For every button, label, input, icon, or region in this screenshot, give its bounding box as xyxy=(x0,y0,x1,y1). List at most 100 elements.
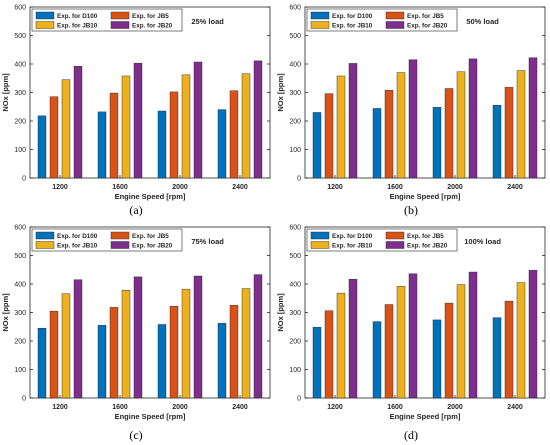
y-tick-label: 500 xyxy=(14,253,26,260)
x-axis-label: Engine Speed [rpm] xyxy=(390,412,461,421)
legend-label: Exp. for JB10 xyxy=(332,243,373,250)
y-tick-label: 500 xyxy=(289,33,301,40)
y-tick-label: 500 xyxy=(14,33,26,40)
bar xyxy=(109,307,119,399)
bar xyxy=(73,279,83,399)
legend-swatch xyxy=(385,231,405,240)
bar xyxy=(217,109,227,179)
bar xyxy=(157,324,167,399)
legend-box xyxy=(306,8,458,32)
x-tick-label: 1200 xyxy=(52,184,68,191)
x-tick-label: 2000 xyxy=(172,184,188,191)
legend-label: Exp. for D100 xyxy=(57,13,98,20)
bar xyxy=(456,71,466,179)
bar xyxy=(528,270,538,399)
bar xyxy=(408,59,418,179)
legend-box xyxy=(31,8,183,32)
bar xyxy=(133,276,143,399)
bar xyxy=(324,93,334,179)
bar xyxy=(408,273,418,399)
y-tick-label: 200 xyxy=(14,339,26,346)
x-tick-label: 1200 xyxy=(327,404,343,411)
bar xyxy=(49,310,59,399)
x-tick-label: 1600 xyxy=(112,184,128,191)
bar xyxy=(336,75,346,179)
chart-panel-a: 0 100 200 300 400 500 600 1200 1600 2000 2400 Engin… xyxy=(0,0,275,201)
y-axis-label: NOx [ppm] xyxy=(1,293,10,332)
bar xyxy=(61,293,71,399)
y-tick-label: 300 xyxy=(14,90,26,97)
y-tick-label: 200 xyxy=(14,119,26,126)
x-tick-label: 2400 xyxy=(232,404,248,411)
legend-label: Exp. for JB5 xyxy=(132,13,169,20)
bar xyxy=(241,73,251,179)
bar xyxy=(492,105,502,179)
x-tick-label: 2400 xyxy=(507,404,523,411)
chart-svg: 0 100 200 300 400 500 600 1200 1600 2000 2400 Engin… xyxy=(276,5,546,201)
legend-swatch xyxy=(35,21,55,29)
legend-label: Exp. for JB10 xyxy=(57,243,98,250)
y-tick-label: 100 xyxy=(14,367,26,374)
legend-label: Exp. for D100 xyxy=(332,13,373,20)
bar xyxy=(432,107,442,179)
legend-box xyxy=(31,228,183,252)
x-tick-label: 1200 xyxy=(327,184,343,191)
legend-label: Exp. for JB20 xyxy=(407,23,448,30)
bar xyxy=(181,288,191,399)
legend-label: Exp. for JB5 xyxy=(132,233,169,240)
legend-swatch xyxy=(35,231,55,240)
y-tick-label: 600 xyxy=(289,5,301,12)
y-axis-label: NOx [ppm] xyxy=(276,73,285,112)
bar xyxy=(396,72,406,179)
y-tick-label: 400 xyxy=(289,282,301,289)
legend-swatch xyxy=(110,231,130,240)
bar xyxy=(193,275,203,399)
y-tick-label: 400 xyxy=(14,282,26,289)
bar xyxy=(253,274,263,399)
y-tick-label: 0 xyxy=(22,176,26,183)
legend-label: Exp. for JB20 xyxy=(132,23,173,30)
bar xyxy=(312,327,322,399)
x-axis-label: Engine Speed [rpm] xyxy=(115,192,186,201)
bar xyxy=(229,305,239,399)
caption-a: (a) xyxy=(129,203,143,217)
bar xyxy=(516,282,526,399)
y-tick-label: 0 xyxy=(297,396,301,403)
bar xyxy=(384,304,394,399)
bar xyxy=(372,321,382,399)
y-tick-label: 500 xyxy=(289,253,301,260)
legend-box xyxy=(306,228,458,252)
y-tick-label: 600 xyxy=(289,225,301,232)
legend-swatch xyxy=(310,21,330,29)
bar xyxy=(169,306,179,399)
bar xyxy=(348,278,358,399)
legend-label: Exp. for JB10 xyxy=(332,23,373,30)
bar xyxy=(444,302,454,399)
legend-swatch xyxy=(310,241,330,249)
load-annotation: 75% load xyxy=(191,237,224,246)
bar xyxy=(396,286,406,399)
bar xyxy=(372,108,382,179)
bar xyxy=(516,70,526,179)
chart-panel-c: 0 100 200 300 400 500 600 1200 1600 2000 2400 Engin… xyxy=(0,220,275,421)
load-annotation: 100% load xyxy=(464,237,501,246)
bar xyxy=(217,323,227,399)
bar xyxy=(37,327,47,399)
bar xyxy=(336,292,346,399)
y-tick-label: 300 xyxy=(289,90,301,97)
bar xyxy=(49,96,59,179)
legend-swatch xyxy=(385,21,405,29)
chart-svg: 0 100 200 300 400 500 600 1200 1600 2000 2400 Engin… xyxy=(1,225,271,421)
bar xyxy=(61,79,71,179)
caption-c: (c) xyxy=(129,428,143,442)
bar xyxy=(73,66,83,179)
y-tick-label: 0 xyxy=(297,176,301,183)
y-tick-label: 600 xyxy=(14,5,26,12)
x-tick-label: 1600 xyxy=(387,184,403,191)
chart-svg: 0 100 200 300 400 500 600 1200 1600 2000 2400 Engin… xyxy=(1,5,271,201)
x-tick-label: 2000 xyxy=(447,404,463,411)
x-tick-label: 2400 xyxy=(507,184,523,191)
bar xyxy=(468,271,478,399)
x-axis-label: Engine Speed [rpm] xyxy=(115,412,186,421)
